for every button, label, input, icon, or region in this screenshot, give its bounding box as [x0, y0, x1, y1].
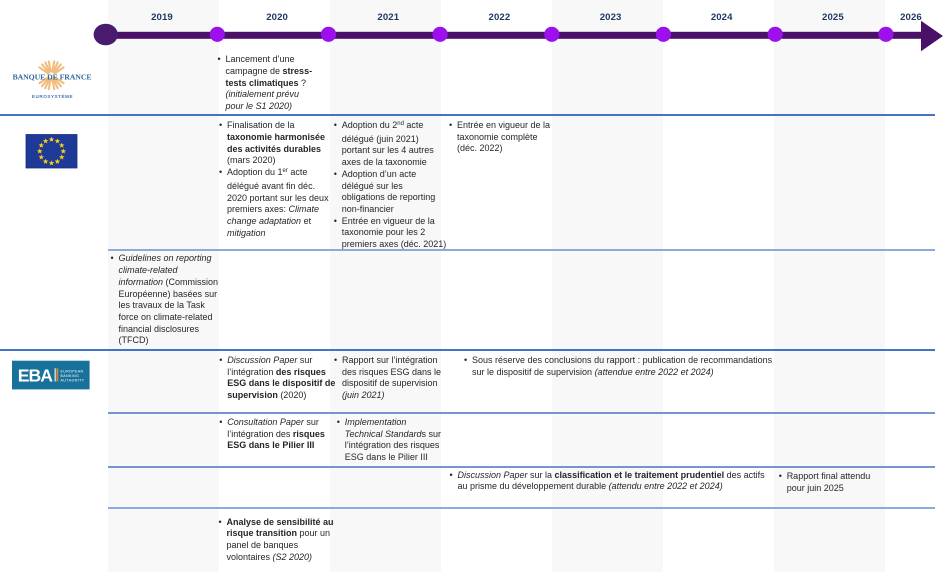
svg-text:BANKING: BANKING	[61, 374, 80, 378]
svg-text:EUROPEAN: EUROPEAN	[61, 370, 84, 374]
svg-text:EBA: EBA	[18, 366, 53, 386]
svg-text:EUROSYSTÈME: EUROSYSTÈME	[32, 92, 73, 99]
svg-text:AUTHORITY: AUTHORITY	[61, 379, 85, 383]
svg-text:BANQUE DE FRANCE: BANQUE DE FRANCE	[13, 73, 92, 82]
